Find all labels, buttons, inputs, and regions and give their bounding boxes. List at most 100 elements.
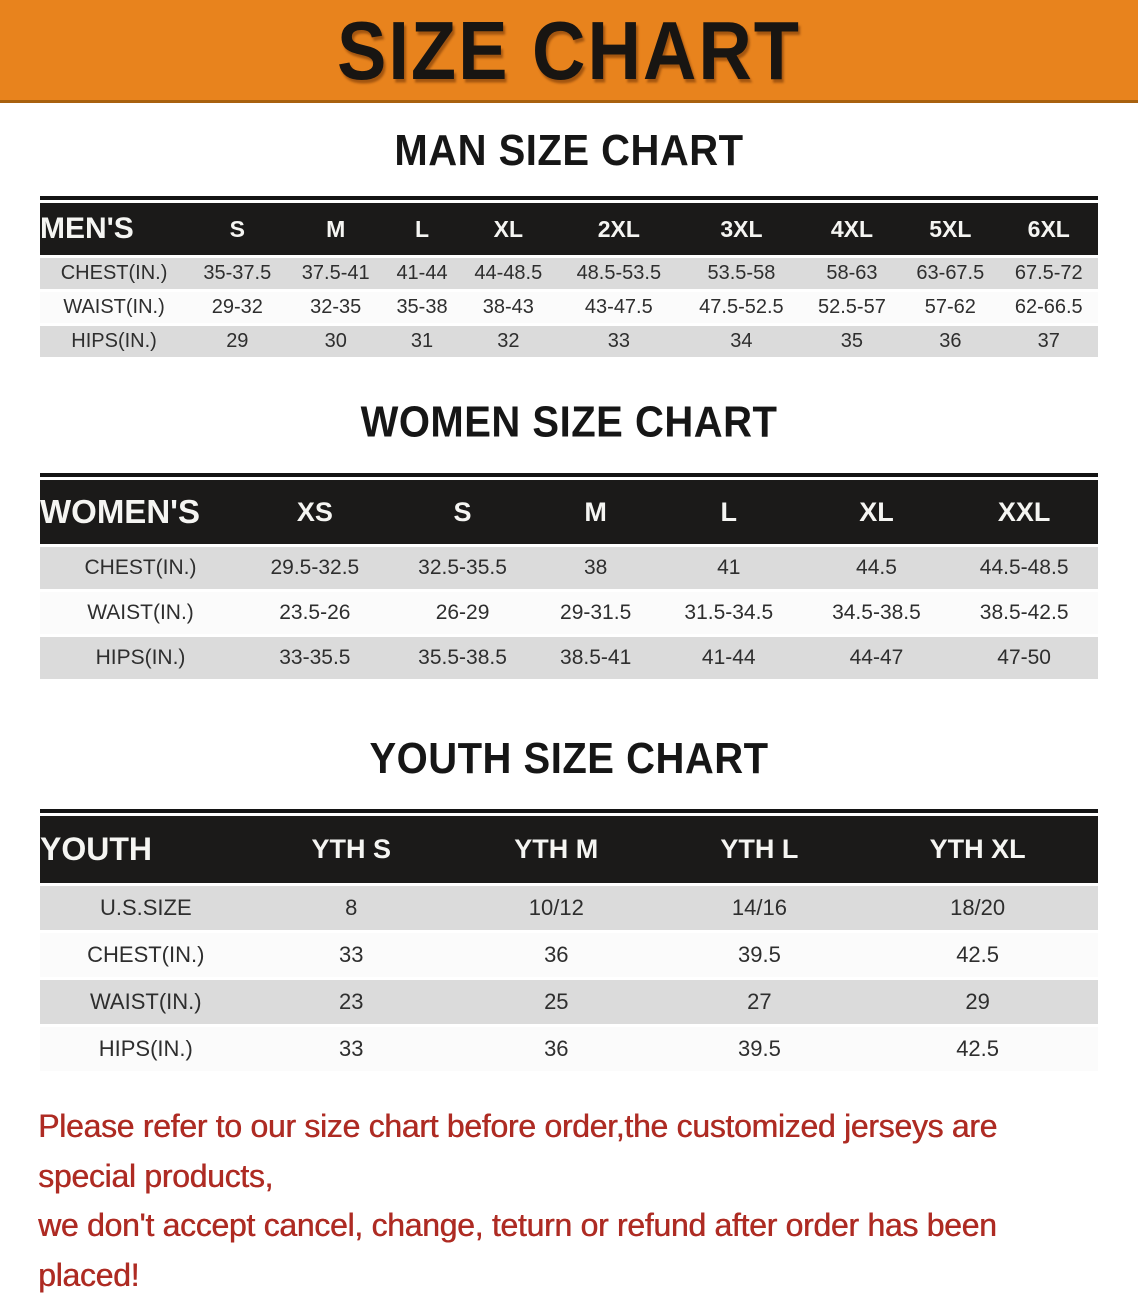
measurement-label: CHEST(IN.) <box>87 942 205 967</box>
size-value-cell: 31 <box>410 330 434 352</box>
size-value-cell: 37 <box>1037 330 1060 352</box>
size-value-cell: 10/12 <box>528 895 584 920</box>
measurement-row: HIPS(IN.) 33-35.5 35.5-38.5 38.5-41 41-44 44-… <box>40 637 1098 679</box>
size-value-cell: 33 <box>339 1036 364 1061</box>
banner: SIZE CHART <box>0 0 1138 103</box>
table-group-label: YOUTH <box>40 831 152 867</box>
size-value-cell: 44-48.5 <box>474 262 543 284</box>
size-value-cell: 39.5 <box>738 942 781 967</box>
size-column-header: YTH M <box>514 834 599 864</box>
size-value-cell: 63-67.5 <box>916 262 985 284</box>
size-value-cell: 14/16 <box>731 895 787 920</box>
size-value-cell: 34.5-38.5 <box>832 601 921 624</box>
measurement-row: WAIST(IN.) 23 25 27 29 <box>40 980 1098 1024</box>
size-value-cell: 8 <box>345 895 358 920</box>
size-value-cell: 48.5-53.5 <box>576 262 662 284</box>
size-value-cell: 41-44 <box>396 262 448 284</box>
youth-size-table: YOUTH YTH S YTH M YTH L YTH XL U.S.SIZE 8 10/12… <box>40 809 1098 1074</box>
disclaimer-line-2: we don't accept cancel, change, teturn o… <box>38 1207 997 1293</box>
size-value-cell: 32.5-35.5 <box>418 556 507 579</box>
section-men: MAN SIZE CHART MEN'S S M L XL 2XL 3XL 4XL 5XL 6XL… <box>0 103 1138 360</box>
size-value-cell: 32 <box>497 330 520 352</box>
size-column-header: YTH S <box>311 834 392 864</box>
size-value-cell: 38.5-41 <box>560 646 632 669</box>
size-value-cell: 26-29 <box>435 601 490 624</box>
measurement-label: CHEST(IN.) <box>60 262 168 284</box>
measurement-row: CHEST(IN.) 33 36 39.5 42.5 <box>40 933 1098 977</box>
size-value-cell: 33-35.5 <box>279 646 351 669</box>
size-value-cell: 29-32 <box>211 296 263 318</box>
measurement-row: WAIST(IN.) 23.5-26 26-29 29-31.5 31.5-34.5 34… <box>40 592 1098 634</box>
measurement-label: CHEST(IN.) <box>84 556 197 579</box>
size-value-cell: 67.5-72 <box>1014 262 1083 284</box>
measurement-row: U.S.SIZE 8 10/12 14/16 18/20 <box>40 886 1098 930</box>
size-value-cell: 34 <box>730 330 753 352</box>
size-value-cell: 44-47 <box>849 646 904 669</box>
size-value-cell: 23 <box>339 989 364 1014</box>
size-value-cell: 41-44 <box>701 646 756 669</box>
size-value-cell: 23.5-26 <box>279 601 351 624</box>
size-value-cell: 29.5-32.5 <box>270 556 360 579</box>
size-column-header: S <box>453 496 472 527</box>
size-value-cell: 42.5 <box>956 1036 1000 1061</box>
size-column-header: 2XL <box>597 215 640 242</box>
measurement-label: WAIST(IN.) <box>63 296 165 318</box>
size-value-cell: 38.5-42.5 <box>979 601 1069 624</box>
size-value-cell: 36 <box>939 330 962 352</box>
men-size-table: MEN'S S M L XL 2XL 3XL 4XL 5XL 6XL CHEST(IN.) 35-37… <box>40 196 1098 360</box>
size-column-header: 3XL <box>720 215 763 242</box>
size-value-cell: 39.5 <box>738 1036 781 1061</box>
measurement-label: HIPS(IN.) <box>71 330 157 352</box>
size-column-header: XL <box>493 215 524 242</box>
size-column-header: XL <box>859 496 894 527</box>
measurement-row: WAIST(IN.) 29-32 32-35 35-38 38-43 43-47.5 47.… <box>40 292 1098 323</box>
size-value-cell: 35 <box>840 330 864 352</box>
size-column-header: L <box>414 215 430 242</box>
youth-section-title: YOUTH SIZE CHART <box>369 735 769 783</box>
size-value-cell: 53.5-58 <box>707 262 776 284</box>
size-value-cell: 27 <box>747 989 772 1014</box>
measurement-row: CHEST(IN.) 29.5-32.5 32.5-35.5 38 41 44.5 44.5… <box>40 547 1098 589</box>
size-value-cell: 37.5-41 <box>301 262 370 284</box>
size-column-header: M <box>326 215 346 242</box>
size-value-cell: 35-38 <box>396 296 448 318</box>
size-value-cell: 52.5-57 <box>818 296 886 318</box>
size-value-cell: 58-63 <box>826 262 878 284</box>
size-value-cell: 33 <box>339 942 364 967</box>
section-women: WOMEN SIZE CHART WOMEN'S XS S M L XL XXL CHEST(… <box>0 360 1138 682</box>
size-value-cell: 36 <box>544 1036 569 1061</box>
table-group-label: MEN'S <box>40 212 134 245</box>
size-value-cell: 29-31.5 <box>560 601 632 624</box>
size-value-cell: 30 <box>324 330 347 352</box>
size-value-cell: 41 <box>717 556 741 579</box>
size-value-cell: 35.5-38.5 <box>418 646 507 669</box>
size-value-cell: 29 <box>226 330 249 352</box>
size-value-cell: 44.5 <box>856 556 897 579</box>
size-value-cell: 33 <box>607 330 630 352</box>
size-value-cell: 43-47.5 <box>584 296 653 318</box>
size-header-row: YOUTH YTH S YTH M YTH L YTH XL <box>40 816 1098 883</box>
section-youth: YOUTH SIZE CHART YOUTH YTH S YTH M YTH L YTH… <box>0 682 1138 1074</box>
size-column-header: 6XL <box>1027 215 1070 242</box>
size-value-cell: 57-62 <box>924 296 976 318</box>
size-column-header: XXL <box>997 496 1051 527</box>
size-column-header: YTH L <box>720 834 799 864</box>
size-value-cell: 32-35 <box>310 296 362 318</box>
size-value-cell: 36 <box>544 942 569 967</box>
size-value-cell: 35-37.5 <box>203 262 272 284</box>
size-column-header: 5XL <box>929 215 972 242</box>
table-group-label: WOMEN'S <box>40 493 201 530</box>
size-value-cell: 18/20 <box>950 895 1006 920</box>
page-title: SIZE CHART <box>337 3 801 97</box>
size-value-cell: 42.5 <box>956 942 1000 967</box>
size-column-header: L <box>720 496 738 527</box>
measurement-row: HIPS(IN.) 33 36 39.5 42.5 <box>40 1027 1098 1071</box>
size-column-header: YTH XL <box>929 834 1026 864</box>
size-value-cell: 38 <box>583 556 608 579</box>
measurement-label: HIPS(IN.) <box>98 1036 193 1061</box>
measurement-label: HIPS(IN.) <box>95 646 186 669</box>
size-column-header: 4XL <box>830 215 874 242</box>
women-size-table: WOMEN'S XS S M L XL XXL CHEST(IN.) 29.5-32.5 32.5… <box>40 473 1098 682</box>
men-section-title: MAN SIZE CHART <box>394 127 744 175</box>
